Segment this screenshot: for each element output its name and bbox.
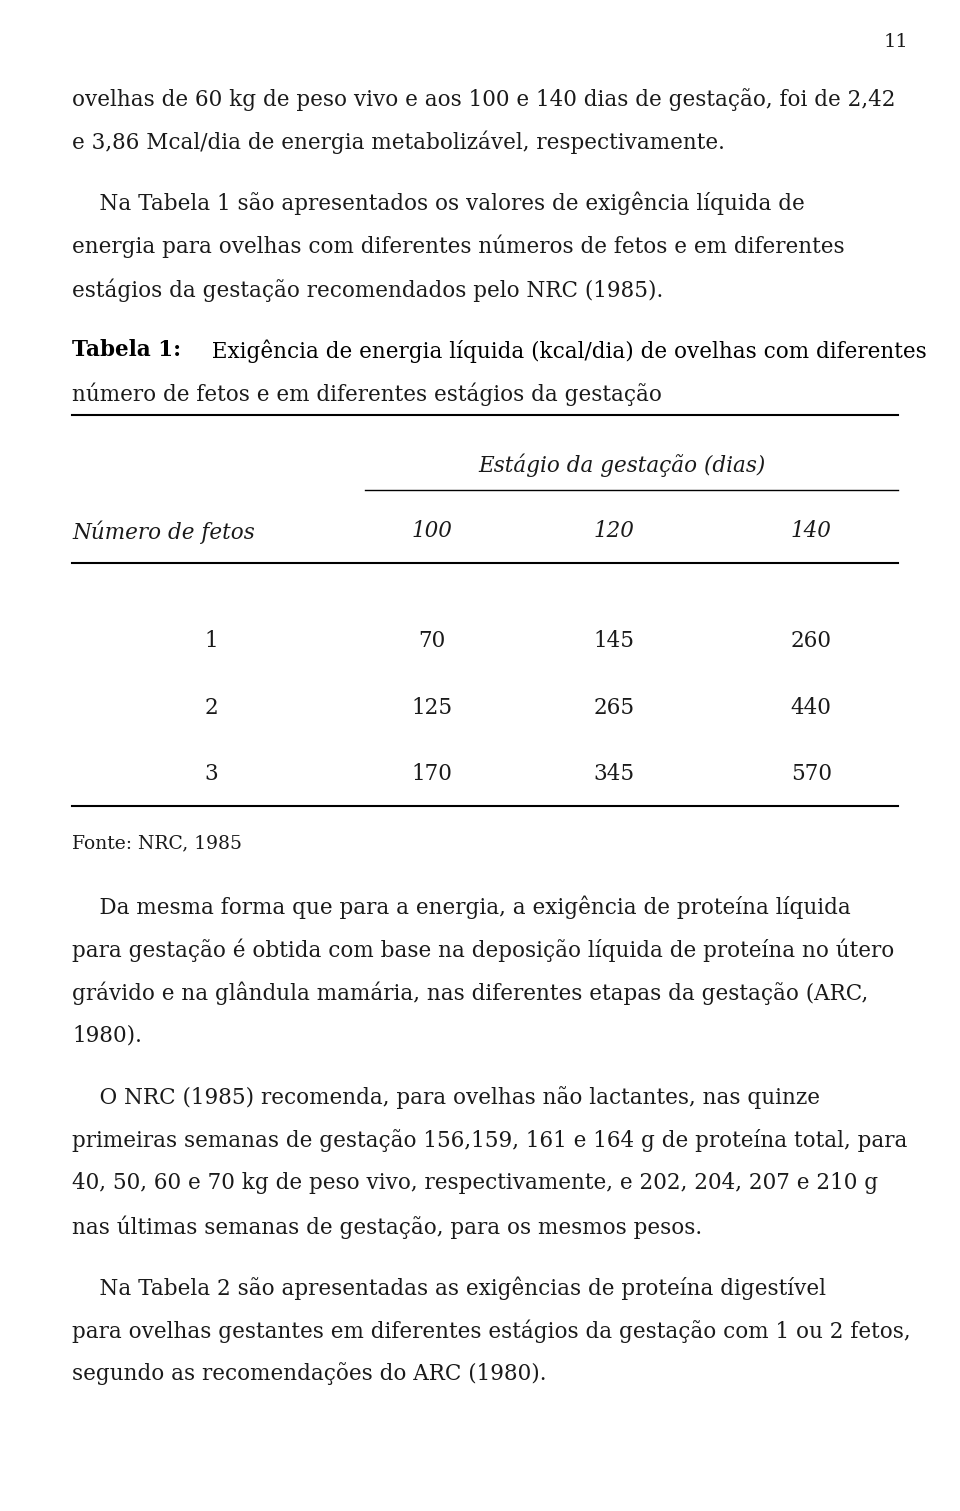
Text: 40, 50, 60 e 70 kg de peso vivo, respectivamente, e 202, 204, 207 e 210 g: 40, 50, 60 e 70 kg de peso vivo, respect…	[72, 1173, 878, 1194]
Text: 265: 265	[594, 697, 635, 719]
Text: 570: 570	[791, 763, 831, 786]
Text: 170: 170	[412, 763, 452, 786]
Text: estágios da gestação recomendados pelo NRC (1985).: estágios da gestação recomendados pelo N…	[72, 278, 663, 302]
Text: 1: 1	[204, 630, 218, 651]
Text: Fonte: NRC, 1985: Fonte: NRC, 1985	[72, 834, 242, 852]
Text: grávido e na glândula mamária, nas diferentes etapas da gestação (ARC,: grávido e na glândula mamária, nas difer…	[72, 982, 868, 1005]
Text: 70: 70	[419, 630, 445, 651]
Text: 3: 3	[204, 763, 218, 786]
Text: Da mesma forma que para a energia, a exigência de proteína líquida: Da mesma forma que para a energia, a exi…	[72, 896, 851, 919]
Text: energia para ovelhas com diferentes números de fetos e em diferentes: energia para ovelhas com diferentes núme…	[72, 234, 845, 258]
Text: 440: 440	[791, 697, 831, 719]
Text: 345: 345	[594, 763, 635, 786]
Text: 140: 140	[791, 520, 831, 542]
Text: nas últimas semanas de gestação, para os mesmos pesos.: nas últimas semanas de gestação, para os…	[72, 1215, 702, 1239]
Text: Número de fetos: Número de fetos	[72, 520, 254, 544]
Text: e 3,86 Mcal/dia de energia metabolizável, respectivamente.: e 3,86 Mcal/dia de energia metabolizável…	[72, 131, 725, 154]
Text: 120: 120	[594, 520, 635, 542]
Text: Tabela 1:: Tabela 1:	[72, 340, 181, 361]
Text: segundo as recomendações do ARC (1980).: segundo as recomendações do ARC (1980).	[72, 1363, 546, 1386]
Text: para ovelhas gestantes em diferentes estágios da gestação com 1 ou 2 fetos,: para ovelhas gestantes em diferentes est…	[72, 1319, 911, 1343]
Text: 11: 11	[883, 33, 908, 51]
Text: Na Tabela 1 são apresentados os valores de exigência líquida de: Na Tabela 1 são apresentados os valores …	[72, 192, 804, 216]
Text: 2: 2	[204, 697, 218, 719]
Text: 100: 100	[412, 520, 452, 542]
Text: primeiras semanas de gestação 156,159, 161 e 164 g de proteína total, para: primeiras semanas de gestação 156,159, 1…	[72, 1129, 907, 1151]
Text: Exigência de energia líquida (kcal/dia) de ovelhas com diferentes: Exigência de energia líquida (kcal/dia) …	[204, 340, 926, 363]
Text: 260: 260	[791, 630, 831, 651]
Text: Na Tabela 2 são apresentadas as exigências de proteína digestível: Na Tabela 2 são apresentadas as exigênci…	[72, 1277, 826, 1299]
Text: 1980).: 1980).	[72, 1024, 142, 1047]
Text: número de fetos e em diferentes estágios da gestação: número de fetos e em diferentes estágios…	[72, 382, 661, 406]
Text: O NRC (1985) recomenda, para ovelhas não lactantes, nas quinze: O NRC (1985) recomenda, para ovelhas não…	[72, 1086, 820, 1109]
Text: 125: 125	[412, 697, 452, 719]
Text: 145: 145	[594, 630, 635, 651]
Text: ovelhas de 60 kg de peso vivo e aos 100 e 140 dias de gestação, foi de 2,42: ovelhas de 60 kg de peso vivo e aos 100 …	[72, 88, 896, 110]
Text: para gestação é obtida com base na deposição líquida de proteína no útero: para gestação é obtida com base na depos…	[72, 938, 895, 963]
Text: Estágio da gestação (dias): Estágio da gestação (dias)	[478, 453, 765, 477]
